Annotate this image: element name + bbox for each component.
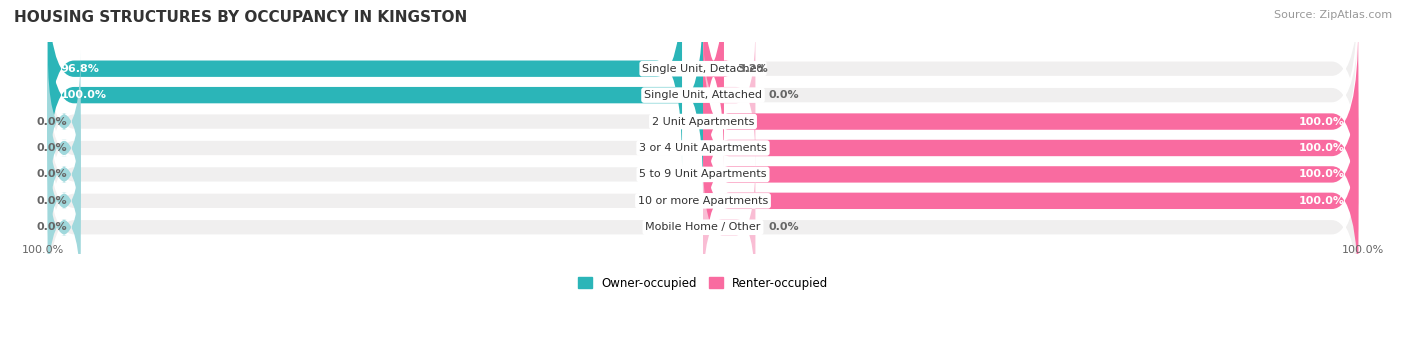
Text: 100.0%: 100.0% — [1299, 143, 1346, 153]
Text: 0.0%: 0.0% — [37, 143, 67, 153]
FancyBboxPatch shape — [48, 156, 80, 298]
Text: 0.0%: 0.0% — [37, 222, 67, 232]
FancyBboxPatch shape — [703, 50, 1358, 246]
Text: 100.0%: 100.0% — [1299, 169, 1346, 179]
FancyBboxPatch shape — [703, 24, 1358, 219]
FancyBboxPatch shape — [48, 0, 703, 193]
Text: 10 or more Apartments: 10 or more Apartments — [638, 196, 768, 206]
FancyBboxPatch shape — [48, 77, 1358, 272]
Text: HOUSING STRUCTURES BY OCCUPANCY IN KINGSTON: HOUSING STRUCTURES BY OCCUPANCY IN KINGS… — [14, 10, 467, 25]
Text: 100.0%: 100.0% — [60, 90, 107, 100]
Text: 3.2%: 3.2% — [737, 64, 768, 74]
Text: Single Unit, Attached: Single Unit, Attached — [644, 90, 762, 100]
FancyBboxPatch shape — [48, 103, 1358, 298]
Text: 0.0%: 0.0% — [37, 196, 67, 206]
Text: 5 to 9 Unit Apartments: 5 to 9 Unit Apartments — [640, 169, 766, 179]
Text: 2 Unit Apartments: 2 Unit Apartments — [652, 117, 754, 127]
FancyBboxPatch shape — [703, 156, 755, 298]
FancyBboxPatch shape — [48, 103, 80, 246]
Text: 0.0%: 0.0% — [37, 169, 67, 179]
FancyBboxPatch shape — [48, 130, 80, 272]
Text: 3 or 4 Unit Apartments: 3 or 4 Unit Apartments — [640, 143, 766, 153]
Text: Mobile Home / Other: Mobile Home / Other — [645, 222, 761, 232]
Text: 0.0%: 0.0% — [37, 117, 67, 127]
Text: 0.0%: 0.0% — [769, 222, 799, 232]
Text: 100.0%: 100.0% — [1343, 245, 1385, 255]
Text: 0.0%: 0.0% — [769, 90, 799, 100]
FancyBboxPatch shape — [703, 77, 1358, 272]
FancyBboxPatch shape — [48, 0, 1358, 166]
Text: Source: ZipAtlas.com: Source: ZipAtlas.com — [1274, 10, 1392, 20]
FancyBboxPatch shape — [48, 0, 682, 166]
FancyBboxPatch shape — [48, 0, 1358, 193]
FancyBboxPatch shape — [703, 103, 1358, 298]
Text: 100.0%: 100.0% — [1299, 117, 1346, 127]
FancyBboxPatch shape — [48, 130, 1358, 325]
Text: 96.8%: 96.8% — [60, 64, 100, 74]
FancyBboxPatch shape — [48, 24, 1358, 219]
FancyBboxPatch shape — [48, 50, 80, 193]
Text: 100.0%: 100.0% — [21, 245, 63, 255]
FancyBboxPatch shape — [48, 77, 80, 219]
Text: 100.0%: 100.0% — [1299, 196, 1346, 206]
Legend: Owner-occupied, Renter-occupied: Owner-occupied, Renter-occupied — [572, 272, 834, 294]
FancyBboxPatch shape — [697, 0, 730, 166]
FancyBboxPatch shape — [48, 50, 1358, 246]
FancyBboxPatch shape — [703, 24, 755, 166]
Text: Single Unit, Detached: Single Unit, Detached — [643, 64, 763, 74]
